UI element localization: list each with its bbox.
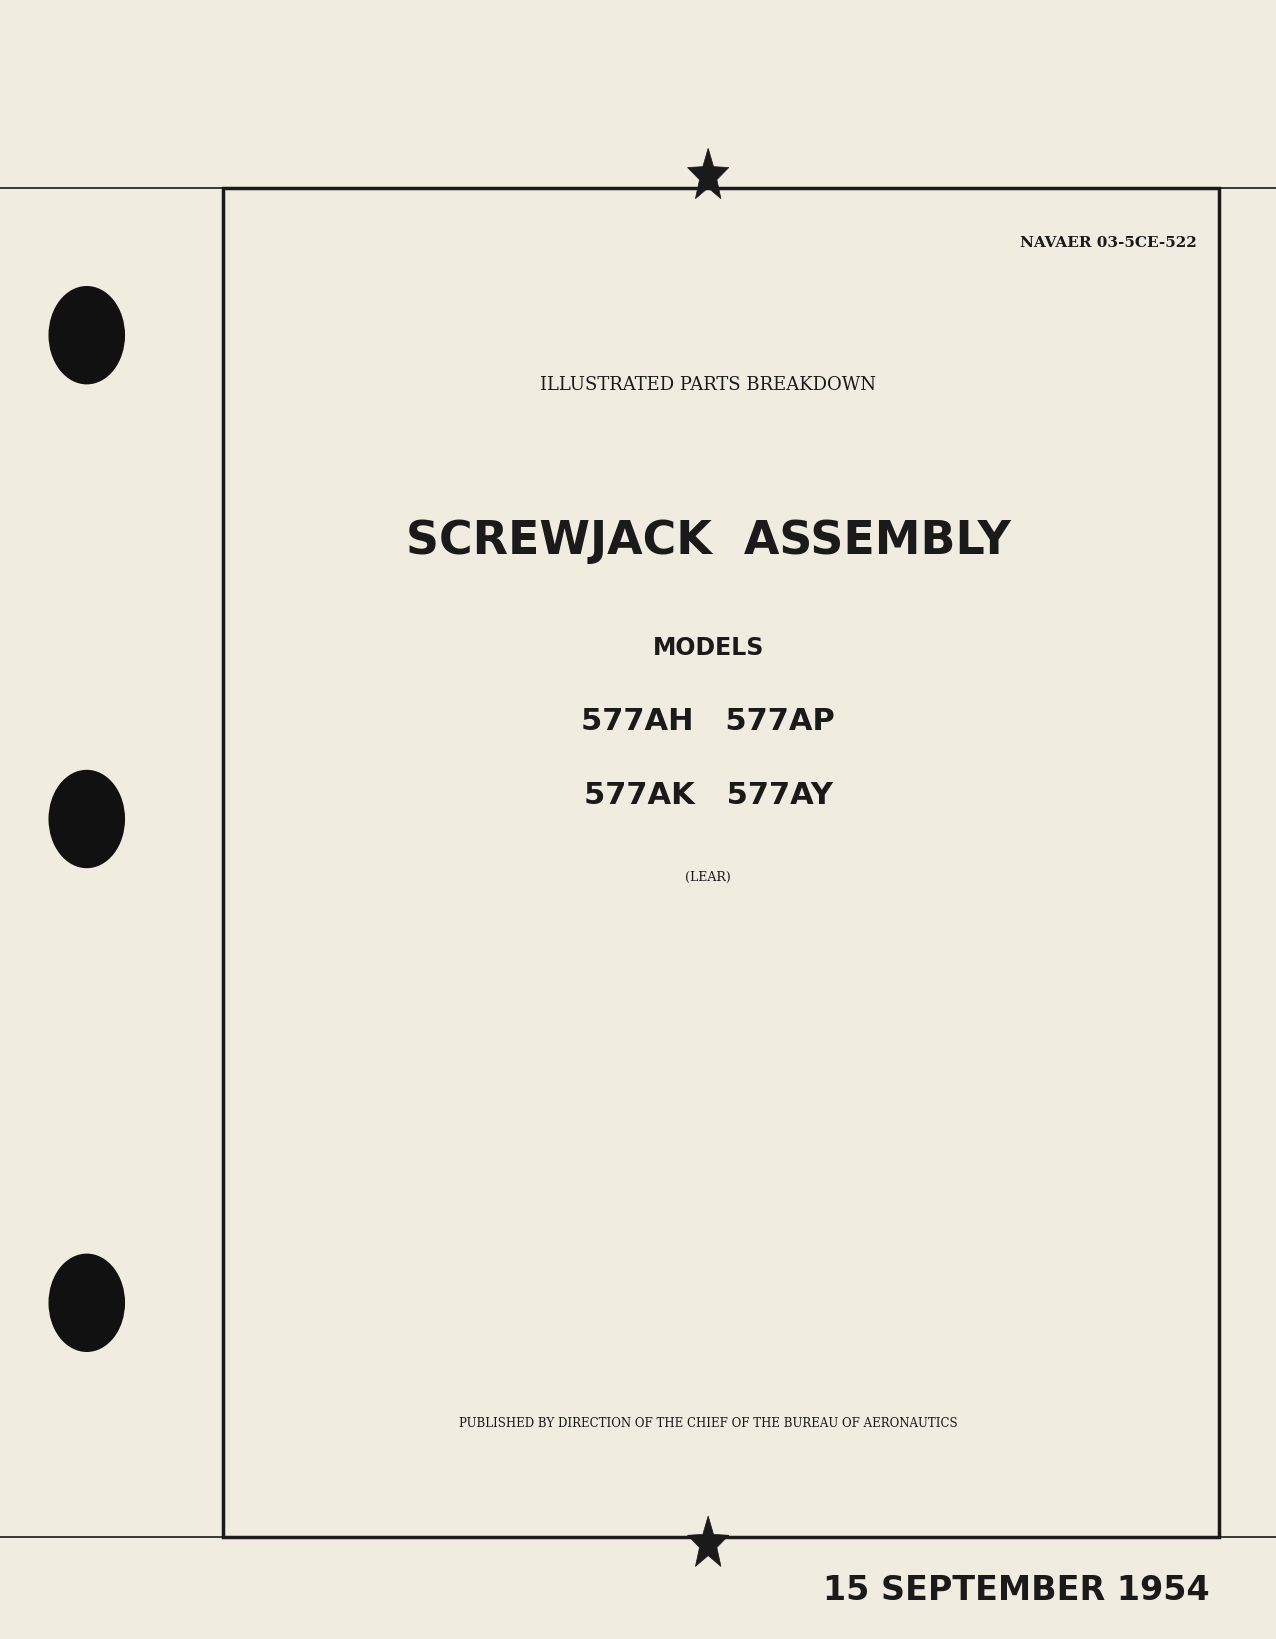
Text: SCREWJACK  ASSEMBLY: SCREWJACK ASSEMBLY: [406, 518, 1011, 564]
Circle shape: [48, 770, 125, 869]
Text: PUBLISHED BY DIRECTION OF THE CHIEF OF THE BUREAU OF AERONAUTICS: PUBLISHED BY DIRECTION OF THE CHIEF OF T…: [459, 1416, 957, 1429]
Text: ILLUSTRATED PARTS BREAKDOWN: ILLUSTRATED PARTS BREAKDOWN: [540, 377, 877, 393]
Circle shape: [48, 1254, 125, 1352]
Bar: [223, 188, 1219, 1537]
Text: NAVAER 03-5CE-522: NAVAER 03-5CE-522: [1020, 236, 1197, 251]
Text: (LEAR): (LEAR): [685, 870, 731, 883]
Text: 15 SEPTEMBER 1954: 15 SEPTEMBER 1954: [823, 1573, 1210, 1606]
Circle shape: [48, 287, 125, 385]
Text: 577AH   577AP: 577AH 577AP: [582, 706, 835, 736]
Text: 577AK   577AY: 577AK 577AY: [583, 780, 833, 810]
Text: MODELS: MODELS: [652, 636, 764, 659]
Polygon shape: [688, 1516, 729, 1567]
Polygon shape: [688, 149, 729, 200]
